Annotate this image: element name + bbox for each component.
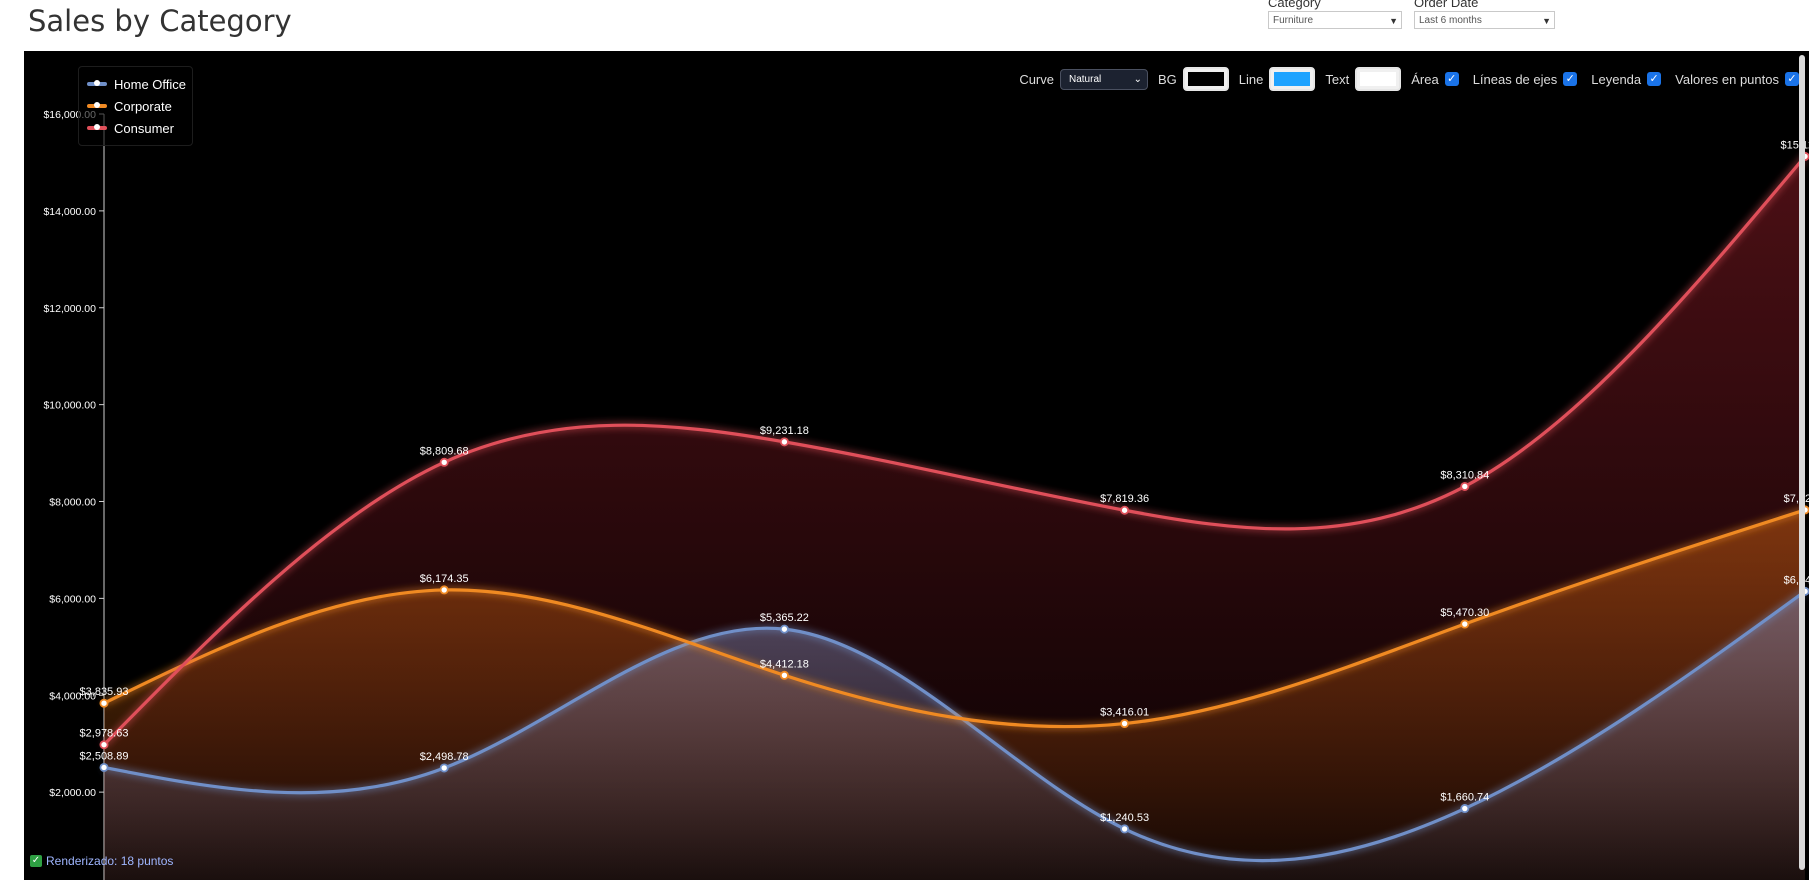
axes-lines-label: Líneas de ejes <box>1472 71 1558 87</box>
point-home-office[interactable] <box>1460 804 1470 814</box>
legend-label: Corporate <box>114 98 172 114</box>
legend-item-consumer: Consumer <box>87 117 186 139</box>
data-label-consumer: $9,231.18 <box>760 425 809 437</box>
chevron-down-icon: ⌄ <box>1133 73 1142 85</box>
data-label-home-office: $2,498.78 <box>420 751 469 763</box>
point-corporate[interactable] <box>779 670 789 680</box>
data-label-consumer: $8,310.84 <box>1440 469 1489 481</box>
area-home-office <box>104 591 1805 880</box>
data-label-corporate: $4,412.18 <box>760 658 809 670</box>
data-label-corporate: $6,174.35 <box>420 573 469 585</box>
data-label-home-office: $1,240.53 <box>1100 812 1149 824</box>
check-icon: ✓ <box>30 855 42 867</box>
chart-controls: Curve Natural ⌄ BG Line Text Área ✓ Líne… <box>1009 67 1799 91</box>
point-values-checkbox[interactable]: ✓ <box>1785 72 1799 86</box>
category-filter[interactable]: Category Furniture ▼ <box>1268 0 1402 29</box>
render-status-text: Renderizado: 18 puntos <box>46 854 174 868</box>
text-color-swatch <box>1360 72 1397 86</box>
legend-toggle-label: Leyenda <box>1591 71 1642 87</box>
line-corporate <box>103 508 1806 729</box>
data-label-home-office: $5,365.22 <box>760 612 809 624</box>
y-tick-label: $2,000.00 <box>49 787 96 799</box>
data-label-home-office: $2,508.89 <box>80 750 129 762</box>
point-corporate[interactable] <box>1460 619 1470 629</box>
order-date-filter-label: Order Date <box>1414 0 1479 10</box>
data-label-consumer: $7,819.36 <box>1100 493 1149 505</box>
data-label-corporate: $3,835.93 <box>80 686 129 698</box>
data-label-consumer: $8,809.68 <box>420 445 469 457</box>
data-label-home-office: $1,660.74 <box>1440 792 1489 804</box>
render-status: ✓ Renderizado: 18 puntos <box>30 854 173 868</box>
point-consumer[interactable] <box>779 437 789 447</box>
text-color-picker[interactable] <box>1355 67 1402 91</box>
y-tick-label: $4,000.00 <box>49 690 96 702</box>
data-label-consumer: $2,978.63 <box>80 728 129 740</box>
point-corporate[interactable] <box>1120 719 1130 729</box>
curve-label: Curve <box>1019 71 1054 87</box>
area-chart: $0.00$2,000.00$4,000.00$6,000.00$8,000.0… <box>43 109 1809 880</box>
chart-viewport: $0.00$2,000.00$4,000.00$6,000.00$8,000.0… <box>24 51 1809 880</box>
point-home-office[interactable] <box>1120 824 1130 834</box>
order-date-filter-select[interactable]: Last 6 months ▼ <box>1414 11 1555 29</box>
point-home-office[interactable] <box>99 762 109 772</box>
axes-lines-checkbox[interactable]: ✓ <box>1563 72 1578 86</box>
chart-legend: Home Office Corporate Consumer <box>78 66 194 146</box>
point-consumer[interactable] <box>1120 505 1130 515</box>
bg-label: BG <box>1158 71 1177 87</box>
chevron-down-icon: ▼ <box>1389 16 1398 26</box>
line-color-picker[interactable] <box>1269 67 1316 91</box>
point-home-office[interactable] <box>439 763 449 773</box>
text-label: Text <box>1325 71 1350 87</box>
data-label-home-office: $6,145.5 <box>1784 574 1809 586</box>
y-tick-label: $6,000.00 <box>49 593 96 605</box>
chevron-down-icon: ▼ <box>1542 16 1551 26</box>
point-consumer[interactable] <box>439 457 449 467</box>
line-home-office <box>103 590 1806 863</box>
legend-swatch <box>87 102 107 108</box>
point-corporate[interactable] <box>439 585 449 595</box>
y-tick-label: $8,000.00 <box>49 497 96 509</box>
category-filter-select[interactable]: Furniture ▼ <box>1268 11 1402 29</box>
area-checkbox[interactable]: ✓ <box>1444 72 1459 86</box>
bg-color-picker[interactable] <box>1182 67 1229 91</box>
y-tick-label: $10,000.00 <box>43 400 96 412</box>
legend-swatch <box>87 80 107 86</box>
y-tick-label: $12,000.00 <box>43 303 96 315</box>
data-label-corporate: $7,826.1 <box>1784 493 1809 505</box>
point-corporate[interactable] <box>99 698 109 708</box>
line-label: Line <box>1238 71 1264 87</box>
legend-item-home-office: Home Office <box>87 73 186 95</box>
legend-item-corporate: Corporate <box>87 95 186 117</box>
line-consumer <box>102 155 1807 746</box>
point-consumer[interactable] <box>99 740 109 750</box>
data-label-corporate: $3,416.01 <box>1100 707 1149 719</box>
order-date-filter[interactable]: Order Date Last 6 months ▼ <box>1414 0 1555 29</box>
point-values-label: Valores en puntos <box>1675 71 1779 87</box>
legend-label: Home Office <box>114 76 187 92</box>
curve-select[interactable]: Natural ⌄ <box>1060 68 1148 90</box>
legend-swatch <box>87 124 107 130</box>
y-tick-label: $14,000.00 <box>43 206 96 218</box>
legend-label: Consumer <box>114 120 174 136</box>
category-filter-value: Furniture <box>1273 15 1314 26</box>
line-color-swatch <box>1274 72 1311 86</box>
point-home-office[interactable] <box>779 624 789 634</box>
point-consumer[interactable] <box>1460 481 1470 491</box>
category-filter-label: Category <box>1268 0 1321 10</box>
curve-value: Natural <box>1069 73 1102 85</box>
data-label-corporate: $5,470.30 <box>1440 607 1489 619</box>
dashboard-title: Sales by Category <box>28 4 292 38</box>
order-date-filter-value: Last 6 months <box>1419 15 1482 26</box>
bg-color-swatch <box>1187 72 1224 86</box>
area-label: Área <box>1411 71 1439 87</box>
legend-checkbox[interactable]: ✓ <box>1647 72 1662 86</box>
vertical-scrollbar[interactable] <box>1799 55 1805 870</box>
